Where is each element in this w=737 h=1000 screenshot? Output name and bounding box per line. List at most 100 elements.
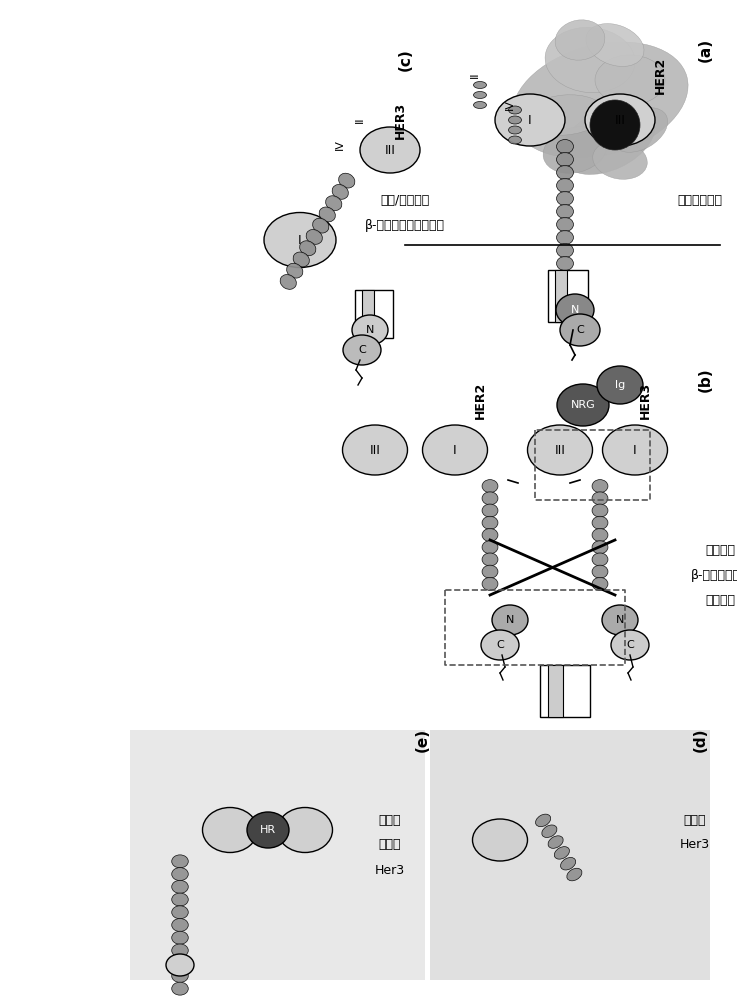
Ellipse shape [536, 814, 551, 827]
Text: III: III [369, 444, 380, 456]
Ellipse shape [172, 944, 188, 957]
Ellipse shape [473, 92, 486, 99]
Ellipse shape [592, 492, 608, 505]
Ellipse shape [300, 241, 316, 256]
Text: HER2: HER2 [654, 56, 666, 94]
Ellipse shape [595, 55, 665, 105]
Ellipse shape [592, 565, 608, 578]
Ellipse shape [352, 315, 388, 345]
Ellipse shape [312, 218, 329, 233]
Bar [540, 665, 590, 717]
Ellipse shape [556, 165, 573, 180]
Text: β-发夹（红色）: β-发夹（红色） [691, 568, 737, 582]
Ellipse shape [360, 127, 420, 173]
Ellipse shape [542, 825, 557, 837]
Ellipse shape [585, 94, 655, 146]
Ellipse shape [556, 139, 573, 153]
Text: IV: IV [505, 100, 515, 110]
Ellipse shape [172, 982, 188, 995]
Text: Her3: Her3 [375, 863, 405, 876]
Ellipse shape [247, 812, 289, 848]
Ellipse shape [556, 256, 573, 270]
Ellipse shape [592, 541, 608, 554]
Ellipse shape [473, 82, 486, 89]
Text: II: II [355, 117, 365, 123]
Ellipse shape [528, 425, 593, 475]
Ellipse shape [556, 205, 573, 219]
Ellipse shape [482, 492, 498, 505]
Ellipse shape [343, 425, 408, 475]
Text: I: I [453, 444, 457, 456]
Bar [555, 270, 567, 322]
Text: II: II [470, 72, 480, 78]
Ellipse shape [561, 857, 576, 870]
Text: lg: lg [615, 380, 625, 390]
Ellipse shape [172, 893, 188, 906]
Ellipse shape [593, 141, 647, 179]
Ellipse shape [556, 294, 594, 326]
Text: NRG: NRG [570, 400, 595, 410]
Ellipse shape [512, 42, 688, 158]
Ellipse shape [592, 553, 608, 566]
Text: I: I [633, 444, 637, 456]
Text: 闭合的: 闭合的 [684, 814, 706, 826]
Text: (d): (d) [693, 728, 708, 752]
Bar [130, 730, 425, 980]
Ellipse shape [482, 516, 498, 529]
Ellipse shape [482, 480, 498, 493]
Ellipse shape [172, 969, 188, 982]
Text: C: C [496, 640, 504, 650]
Text: HER3: HER3 [638, 381, 652, 419]
Ellipse shape [172, 906, 188, 919]
Ellipse shape [592, 516, 608, 529]
Ellipse shape [597, 366, 643, 404]
Text: HER2: HER2 [473, 381, 486, 419]
Bar [548, 665, 563, 717]
Ellipse shape [556, 218, 573, 232]
Text: I: I [528, 113, 532, 126]
Ellipse shape [338, 173, 354, 188]
Ellipse shape [422, 425, 487, 475]
Text: III: III [554, 444, 565, 456]
Text: (a): (a) [697, 38, 713, 62]
Text: β-发夹（红色）被覆盖: β-发夹（红色）被覆盖 [365, 219, 445, 232]
Ellipse shape [560, 314, 600, 346]
Ellipse shape [473, 102, 486, 108]
Text: C: C [576, 325, 584, 335]
Bar [430, 730, 710, 980]
Ellipse shape [472, 819, 528, 861]
Ellipse shape [172, 880, 188, 893]
Ellipse shape [556, 178, 573, 192]
Ellipse shape [343, 335, 381, 365]
Ellipse shape [287, 263, 303, 278]
Ellipse shape [556, 243, 573, 257]
Text: C: C [626, 640, 634, 650]
Ellipse shape [326, 196, 342, 211]
Text: (c): (c) [397, 49, 413, 71]
Ellipse shape [602, 605, 638, 635]
Ellipse shape [590, 100, 640, 150]
Ellipse shape [482, 577, 498, 590]
Ellipse shape [495, 94, 565, 146]
Ellipse shape [203, 808, 257, 852]
Ellipse shape [548, 836, 563, 848]
Ellipse shape [556, 152, 573, 166]
Ellipse shape [586, 24, 644, 66]
Ellipse shape [278, 808, 332, 852]
Text: (e): (e) [415, 728, 430, 752]
Text: 闭合/锁定构象: 闭合/锁定构象 [380, 194, 430, 207]
Ellipse shape [482, 565, 498, 578]
Ellipse shape [525, 95, 605, 135]
Text: 调蛋白: 调蛋白 [379, 814, 401, 826]
Text: 组成性有活性: 组成性有活性 [677, 194, 722, 207]
Ellipse shape [280, 275, 296, 289]
Ellipse shape [557, 384, 609, 426]
Text: 活化构象: 活化构象 [705, 544, 735, 556]
Text: III: III [385, 143, 396, 156]
Ellipse shape [543, 127, 607, 173]
Ellipse shape [172, 918, 188, 932]
Ellipse shape [554, 847, 570, 859]
Text: III: III [615, 113, 626, 126]
Ellipse shape [556, 192, 573, 206]
Ellipse shape [592, 528, 608, 542]
